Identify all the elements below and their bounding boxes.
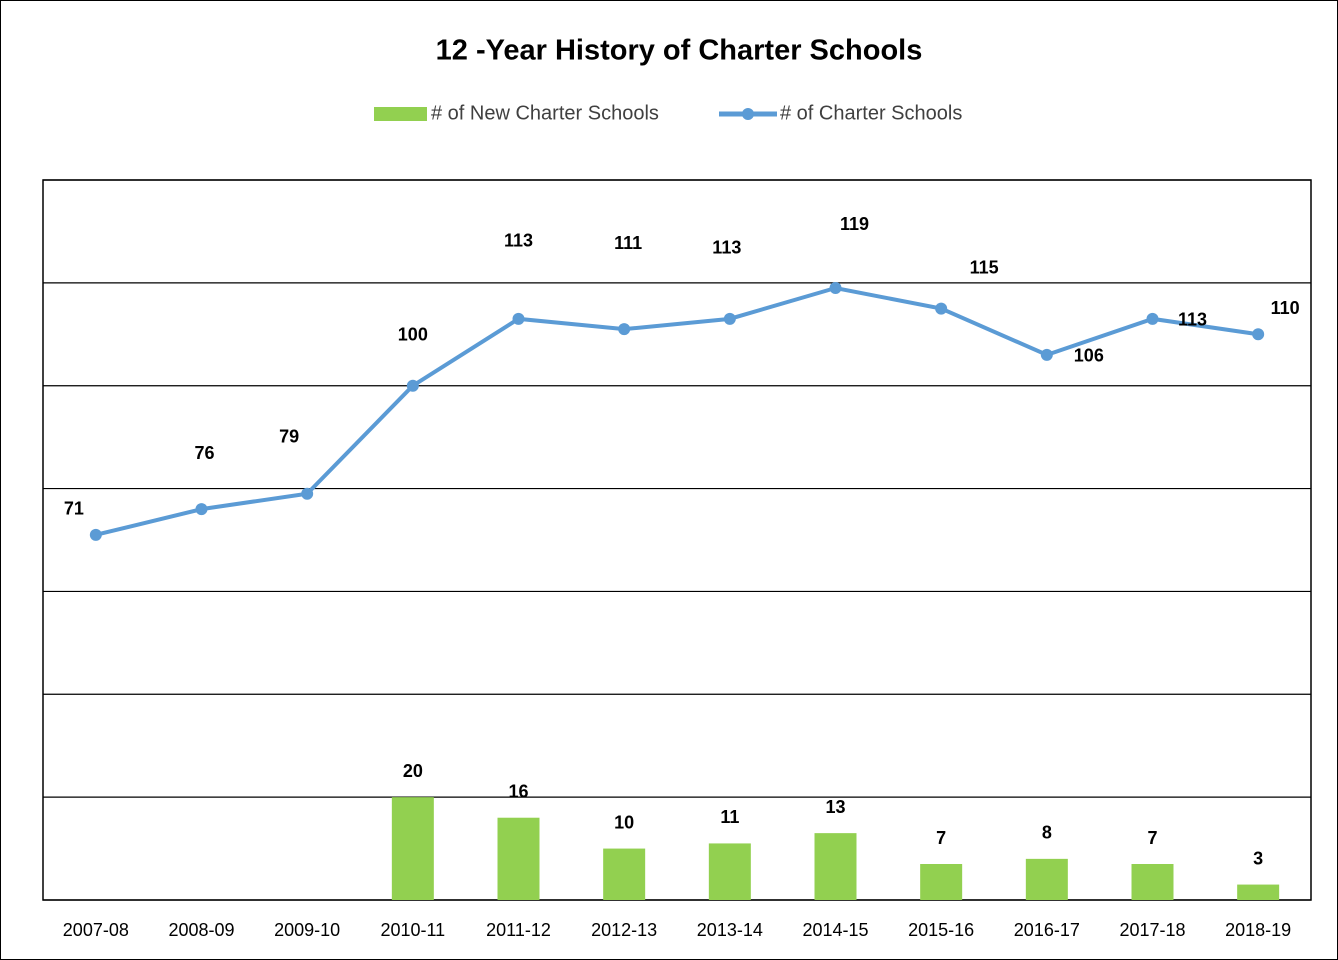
x-tick-label: 2017-18 — [1119, 920, 1185, 940]
data-label: 10 — [614, 812, 634, 832]
bar — [1237, 884, 1280, 900]
line-marker — [195, 503, 208, 516]
line-marker — [935, 302, 948, 315]
data-label: 113 — [1178, 310, 1207, 330]
data-label: 119 — [840, 214, 869, 234]
line-marker — [1040, 348, 1053, 361]
bar — [603, 848, 646, 900]
data-label: 71 — [64, 499, 84, 519]
data-label: 8 — [1042, 823, 1052, 843]
data-label: 76 — [194, 443, 214, 463]
bar — [497, 817, 540, 900]
x-tick-label: 2008-09 — [168, 920, 234, 940]
line-marker — [829, 282, 842, 294]
line — [95, 285, 1259, 537]
line-marker — [89, 528, 102, 541]
data-label: 16 — [508, 781, 528, 801]
line-marker — [1252, 328, 1265, 341]
bar — [920, 864, 963, 900]
data-label: 7 — [936, 828, 946, 848]
bar — [814, 833, 857, 900]
x-tick-label: 2012-13 — [591, 920, 657, 940]
x-tick-label: 2011-12 — [486, 920, 551, 940]
line-marker — [723, 312, 736, 325]
x-tick-label: 2009-10 — [274, 920, 340, 940]
line-marker — [618, 323, 631, 336]
data-label: 106 — [1074, 346, 1104, 366]
bar — [391, 797, 434, 900]
data-label: 79 — [279, 426, 299, 446]
x-tick-label: 2018-19 — [1225, 920, 1291, 940]
line-marker — [406, 379, 419, 392]
x-tick-label: 2015-16 — [908, 920, 974, 940]
legend-label: # of New Charter Schools — [431, 102, 659, 124]
bar — [708, 843, 751, 900]
bar — [1131, 864, 1174, 900]
data-label: 13 — [825, 797, 845, 817]
line-marker — [1146, 312, 1159, 325]
legend-swatch-marker — [742, 108, 754, 120]
data-label: 111 — [614, 233, 642, 253]
data-label: 113 — [504, 231, 533, 251]
data-label: 115 — [970, 257, 999, 277]
x-tick-label: 2016-17 — [1014, 920, 1080, 940]
data-label: 113 — [712, 238, 741, 258]
bar — [1025, 858, 1068, 900]
data-label: 110 — [1271, 298, 1300, 318]
line-marker — [301, 487, 314, 500]
x-tick-label: 2014-15 — [802, 920, 868, 940]
legend-label: # of Charter Schools — [780, 102, 962, 124]
x-tick-label: 2013-14 — [697, 920, 763, 940]
data-label: 3 — [1253, 848, 1263, 868]
x-tick-label: 2007-08 — [63, 920, 129, 940]
x-tick-label: 2010-11 — [380, 920, 445, 940]
chart-title: 12 -Year History of Charter Schools — [436, 35, 923, 67]
data-label: 100 — [398, 324, 428, 344]
legend-swatch-bar — [374, 107, 427, 121]
data-label: 20 — [403, 761, 423, 781]
data-label: 11 — [720, 807, 739, 827]
data-label: 7 — [1147, 828, 1157, 848]
line-marker — [512, 312, 525, 325]
